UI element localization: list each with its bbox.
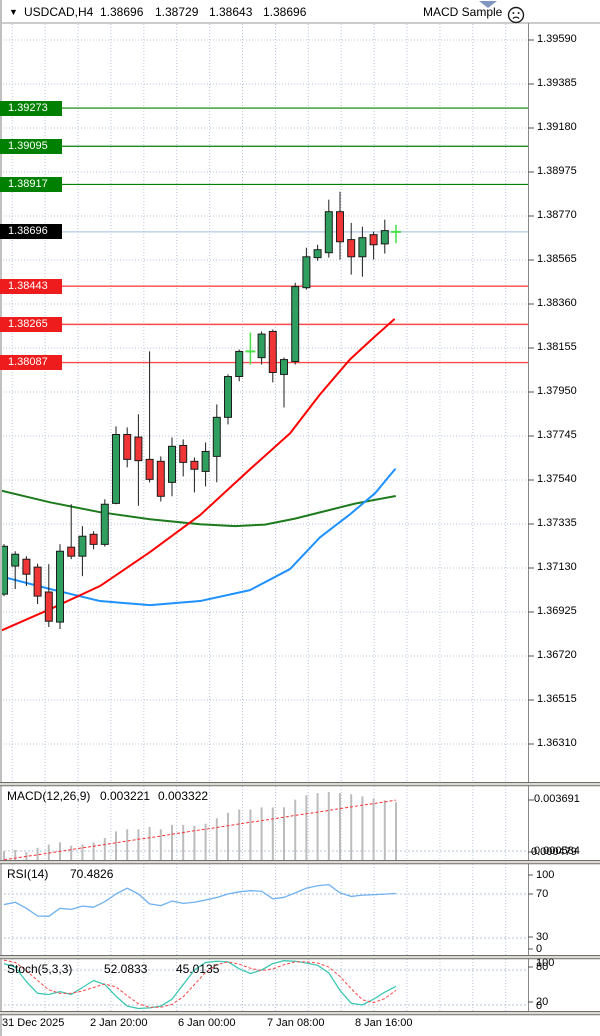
- candle-bear: [67, 546, 76, 557]
- candle-bear: [22, 558, 31, 575]
- candle-bear: [156, 460, 165, 497]
- candle-bull: [291, 286, 300, 363]
- candle-bull: [201, 450, 210, 472]
- candle-bear: [179, 444, 188, 463]
- ma-blue-medium: [0, 468, 396, 607]
- ohlc-close: 1.38696: [263, 5, 307, 19]
- candle-bull: [168, 445, 176, 483]
- candle-bear: [336, 211, 344, 243]
- symbol-dropdown-icon[interactable]: ▼: [9, 7, 18, 17]
- candle-bull: [212, 416, 221, 457]
- ma-green-slow: [0, 489, 396, 528]
- candle-bull: [280, 359, 288, 375]
- candle-bull: [224, 376, 232, 418]
- candle-bear: [145, 458, 154, 480]
- candle-bull: [257, 333, 266, 359]
- candle-bull: [56, 550, 64, 623]
- candle-bear: [44, 591, 53, 622]
- ohlc-open: 1.38696: [100, 5, 144, 19]
- candle-bull: [78, 535, 87, 557]
- candle-bull: [324, 211, 333, 254]
- candle-bear: [347, 239, 356, 258]
- candle-bear: [134, 436, 143, 462]
- stoch-pane: [0, 959, 528, 1011]
- window-left-edge: [0, 0, 2, 1036]
- macd-signal-line: [3, 799, 397, 860]
- candle-bull: [358, 237, 367, 258]
- candle-bull: [313, 249, 322, 259]
- symbol-period-label: USDCAD,H4: [24, 5, 94, 19]
- pane-separator: [0, 956, 600, 959]
- price-axis[interactable]: [529, 23, 600, 1011]
- candle-bull: [235, 350, 244, 378]
- candle-bear: [33, 566, 42, 597]
- candle-bull: [380, 230, 389, 245]
- time-axis[interactable]: [0, 1014, 600, 1036]
- pane-separator: [0, 861, 600, 864]
- ohlc-low: 1.38643: [209, 5, 253, 19]
- rsi-pane: [0, 864, 528, 955]
- ma-red-fast: [0, 318, 395, 633]
- candle-bull: [100, 503, 109, 545]
- macd-pane: [0, 786, 528, 860]
- candle-bear: [123, 433, 132, 460]
- main-pane: [0, 24, 528, 782]
- pane-separator: [0, 783, 600, 786]
- candle-bear: [190, 460, 199, 470]
- ea-sad-smiley-icon[interactable]: [507, 6, 525, 24]
- stoch-signal-line: [3, 959, 397, 1008]
- candle-bull: [302, 256, 311, 289]
- candle-bear: [369, 234, 378, 246]
- candle-bull: [11, 553, 20, 567]
- chart-shift-marker-icon: [479, 1, 497, 8]
- pane-separator: [0, 1012, 600, 1015]
- candle-bear: [268, 330, 277, 373]
- stoch-main-line: [3, 960, 397, 1010]
- ea-name-label: MACD Sample: [423, 5, 503, 19]
- candle-bull: [112, 433, 120, 504]
- candle-bear: [89, 533, 98, 545]
- ohlc-high: 1.38729: [155, 5, 199, 19]
- rsi-line: [3, 884, 397, 917]
